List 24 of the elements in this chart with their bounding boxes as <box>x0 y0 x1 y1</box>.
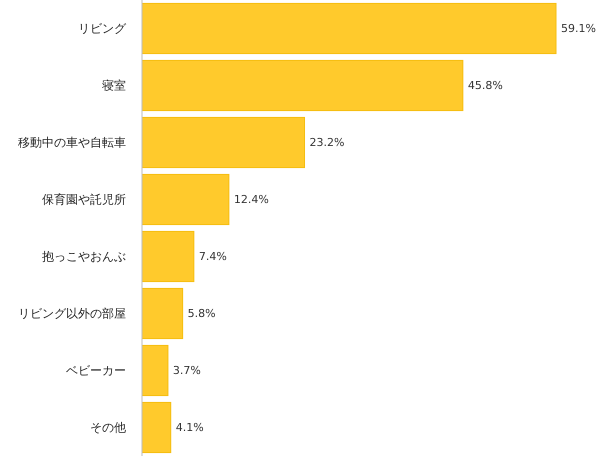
y-tick-label: 保育園や託児所 <box>42 192 126 206</box>
bar <box>142 288 184 340</box>
y-tick-label: 寝室 <box>102 78 126 92</box>
bar <box>142 344 168 396</box>
bar <box>142 116 306 168</box>
data-label: 45.8% <box>468 79 503 92</box>
y-tick-label: 抱っこやおんぶ <box>42 250 126 264</box>
y-tick-label: 移動中の車や自転車 <box>18 136 126 150</box>
bar <box>142 402 172 454</box>
data-label: 59.1% <box>561 22 596 35</box>
bar <box>142 60 464 112</box>
bar <box>142 230 194 282</box>
y-tick-label: リビング以外の部屋 <box>18 306 126 320</box>
data-label: 3.7% <box>172 364 201 377</box>
data-label: 23.2% <box>310 136 344 149</box>
bar <box>142 2 556 54</box>
y-tick-label: リビング <box>78 22 127 36</box>
bar <box>142 174 230 226</box>
data-label: 12.4% <box>234 193 269 206</box>
data-label: 4.1% <box>176 421 204 434</box>
y-tick-label: ベビーカー <box>66 364 126 378</box>
y-tick-label: その他 <box>90 420 126 434</box>
data-label: 7.4% <box>198 250 227 263</box>
data-label: 5.8% <box>188 307 216 320</box>
